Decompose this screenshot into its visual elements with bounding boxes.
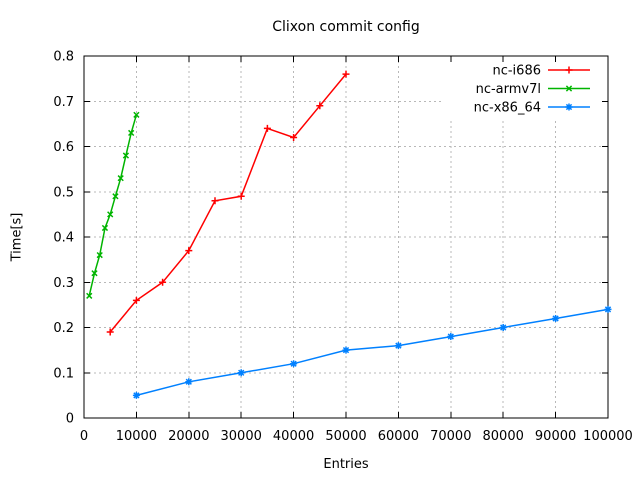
- x-tick-label: 0: [80, 429, 88, 444]
- series-nc-i686: [106, 70, 350, 336]
- x-tick-label: 100000: [583, 429, 633, 444]
- x-tick-label: 30000: [221, 429, 262, 444]
- series-line-nc-i686: [109, 73, 347, 333]
- series-line-nc-armv7l: [88, 114, 138, 296]
- y-tick-label: 0.7: [53, 95, 74, 110]
- legend-sample-nc-armv7l: [548, 85, 590, 92]
- legend-sample-nc-x86_64: [548, 103, 590, 111]
- series-markers-nc-i686: [106, 70, 350, 336]
- x-tick-label: 60000: [378, 429, 419, 444]
- y-tick-label: 0.6: [53, 140, 74, 155]
- tick-marks: [83, 55, 609, 419]
- legend: nc-i686 nc-armv7l nc-x86_64: [474, 64, 590, 116]
- legend-marker-nc-armv7l: [565, 85, 573, 92]
- y-tick-label: 0.3: [53, 276, 74, 291]
- legend-sample-nc-i686: [548, 66, 590, 74]
- series-markers-nc-x86_64: [132, 305, 612, 399]
- x-tick-label: 10000: [116, 429, 157, 444]
- x-tick-label: 90000: [535, 429, 576, 444]
- y-tick-label: 0.5: [53, 185, 74, 200]
- series-line-nc-x86_64: [136, 308, 609, 397]
- series-nc-x86_64: [132, 305, 612, 399]
- chart-title: Clixon commit config: [272, 19, 420, 35]
- x-tick-label: 20000: [168, 429, 209, 444]
- legend-marker-nc-x86_64: [565, 103, 573, 111]
- grid: [84, 56, 608, 418]
- legend-marker-nc-i686: [565, 66, 573, 74]
- y-tick-label: 0: [66, 412, 74, 427]
- x-tick-label: 40000: [273, 429, 314, 444]
- x-axis-label: Entries: [323, 457, 369, 472]
- series-markers-nc-armv7l: [86, 111, 140, 299]
- x-tick-label: 80000: [483, 429, 524, 444]
- y-tick-label: 0.8: [53, 50, 74, 65]
- legend-label-nc-i686: nc-i686: [492, 64, 541, 79]
- x-tick-label: 70000: [430, 429, 471, 444]
- tick-labels: 0 10000 20000 30000 40000 50000 60000 70000 8000…: [53, 50, 633, 445]
- y-tick-label: 0.2: [53, 321, 74, 336]
- y-tick-label: 0.4: [53, 231, 74, 246]
- legend-label-nc-armv7l: nc-armv7l: [476, 82, 541, 97]
- y-tick-label: 0.1: [53, 366, 74, 381]
- legend-label-nc-x86_64: nc-x86_64: [474, 101, 541, 116]
- series-nc-armv7l: [86, 111, 140, 299]
- x-tick-label: 50000: [325, 429, 366, 444]
